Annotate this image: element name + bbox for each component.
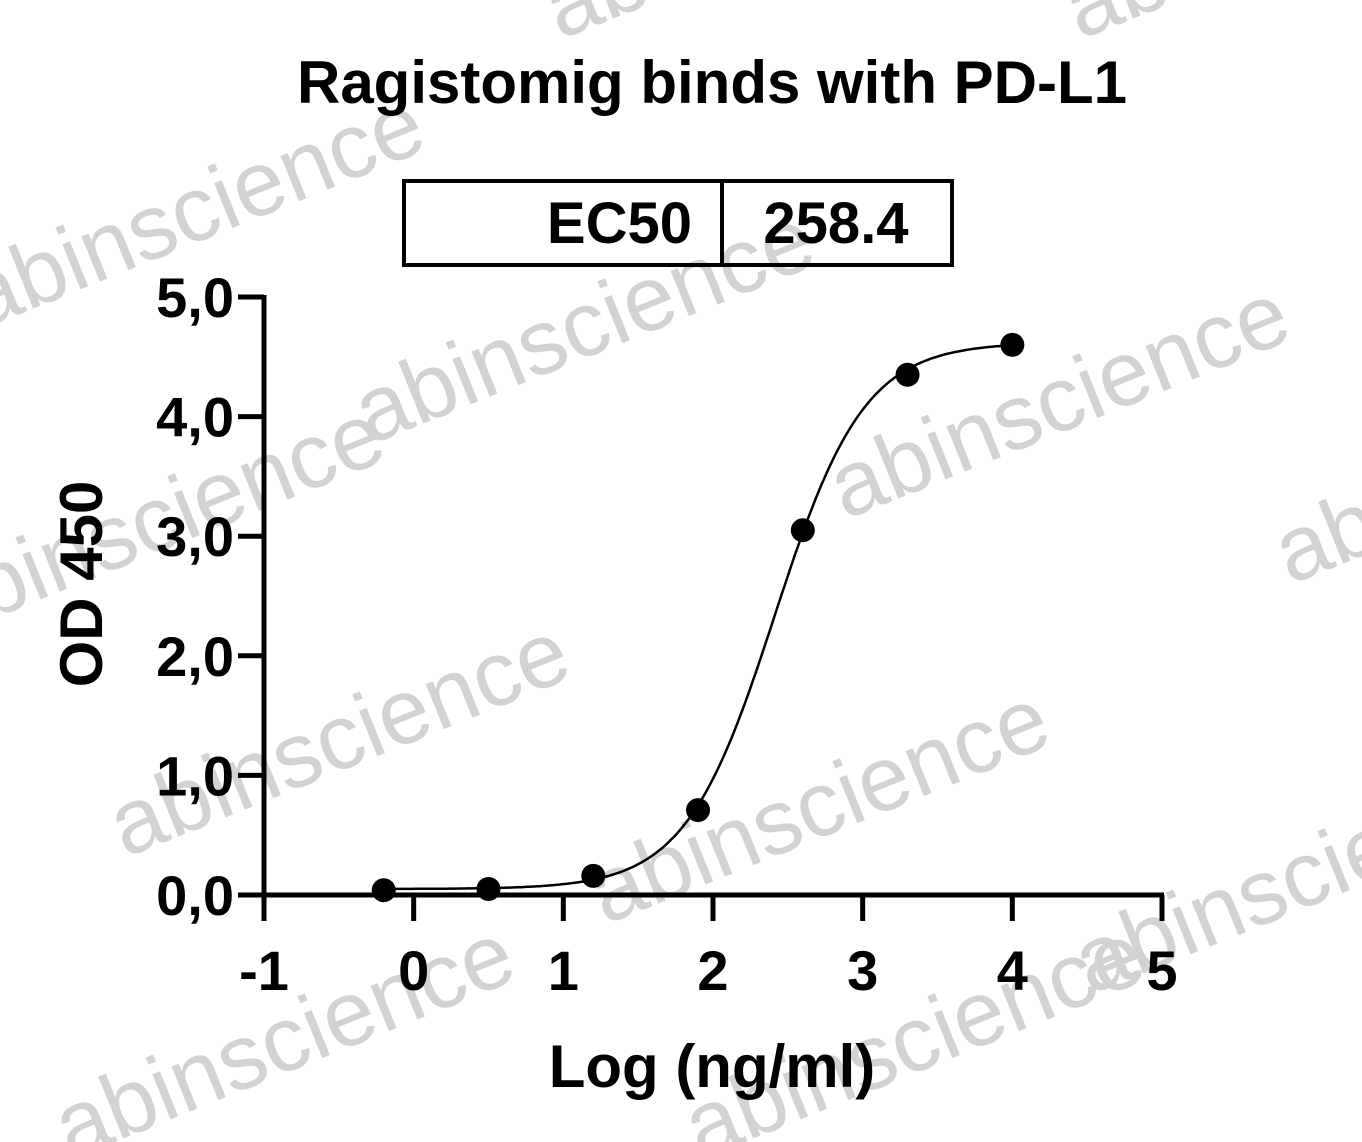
x-tick-label: 4 xyxy=(997,939,1028,1002)
x-tick-label: 5 xyxy=(1146,939,1177,1002)
y-tick-label: 0,0 xyxy=(156,864,234,927)
watermark-text: abinscience xyxy=(39,902,528,1142)
chart-title: Ragistomig binds with PD-L1 xyxy=(297,49,1127,116)
watermark-text: abinscience xyxy=(669,902,1158,1142)
data-point xyxy=(1000,332,1025,357)
data-point xyxy=(790,518,815,543)
y-tick-label: 1,0 xyxy=(156,744,234,807)
x-tick-label: 0 xyxy=(398,939,429,1002)
data-point xyxy=(476,877,501,902)
data-point xyxy=(581,863,606,888)
y-tick-label: 5,0 xyxy=(156,266,234,329)
axes: 0,0 1,0 2,0 3,0 4,0 5,0 -1 0 1 2 3 4 5 xyxy=(156,266,1177,1002)
x-tick-label: 2 xyxy=(697,939,728,1002)
data-points-layer xyxy=(371,332,1025,903)
watermark-text: abinscience xyxy=(814,262,1303,539)
x-axis-label: Log (ng/ml) xyxy=(549,1033,876,1100)
y-axis-label: OD 450 xyxy=(48,481,115,688)
ec50-table: EC50 258.4 xyxy=(402,179,954,267)
watermark-text: abinscience xyxy=(574,667,1063,944)
x-tick-label: 1 xyxy=(548,939,579,1002)
data-point xyxy=(371,878,396,903)
ec50-value: 258.4 xyxy=(763,191,908,256)
y-tick-label: 3,0 xyxy=(156,505,234,568)
y-tick-label: 2,0 xyxy=(156,625,234,688)
data-point xyxy=(895,362,920,387)
x-tick-label: 3 xyxy=(847,939,878,1002)
x-tick-label: -1 xyxy=(239,939,289,1002)
ec50-table-frame xyxy=(402,179,954,267)
data-point xyxy=(686,798,711,823)
ec50-label: EC50 xyxy=(547,191,692,256)
y-tick-label: 4,0 xyxy=(156,386,234,449)
watermark-text: abinscience xyxy=(1259,327,1362,604)
